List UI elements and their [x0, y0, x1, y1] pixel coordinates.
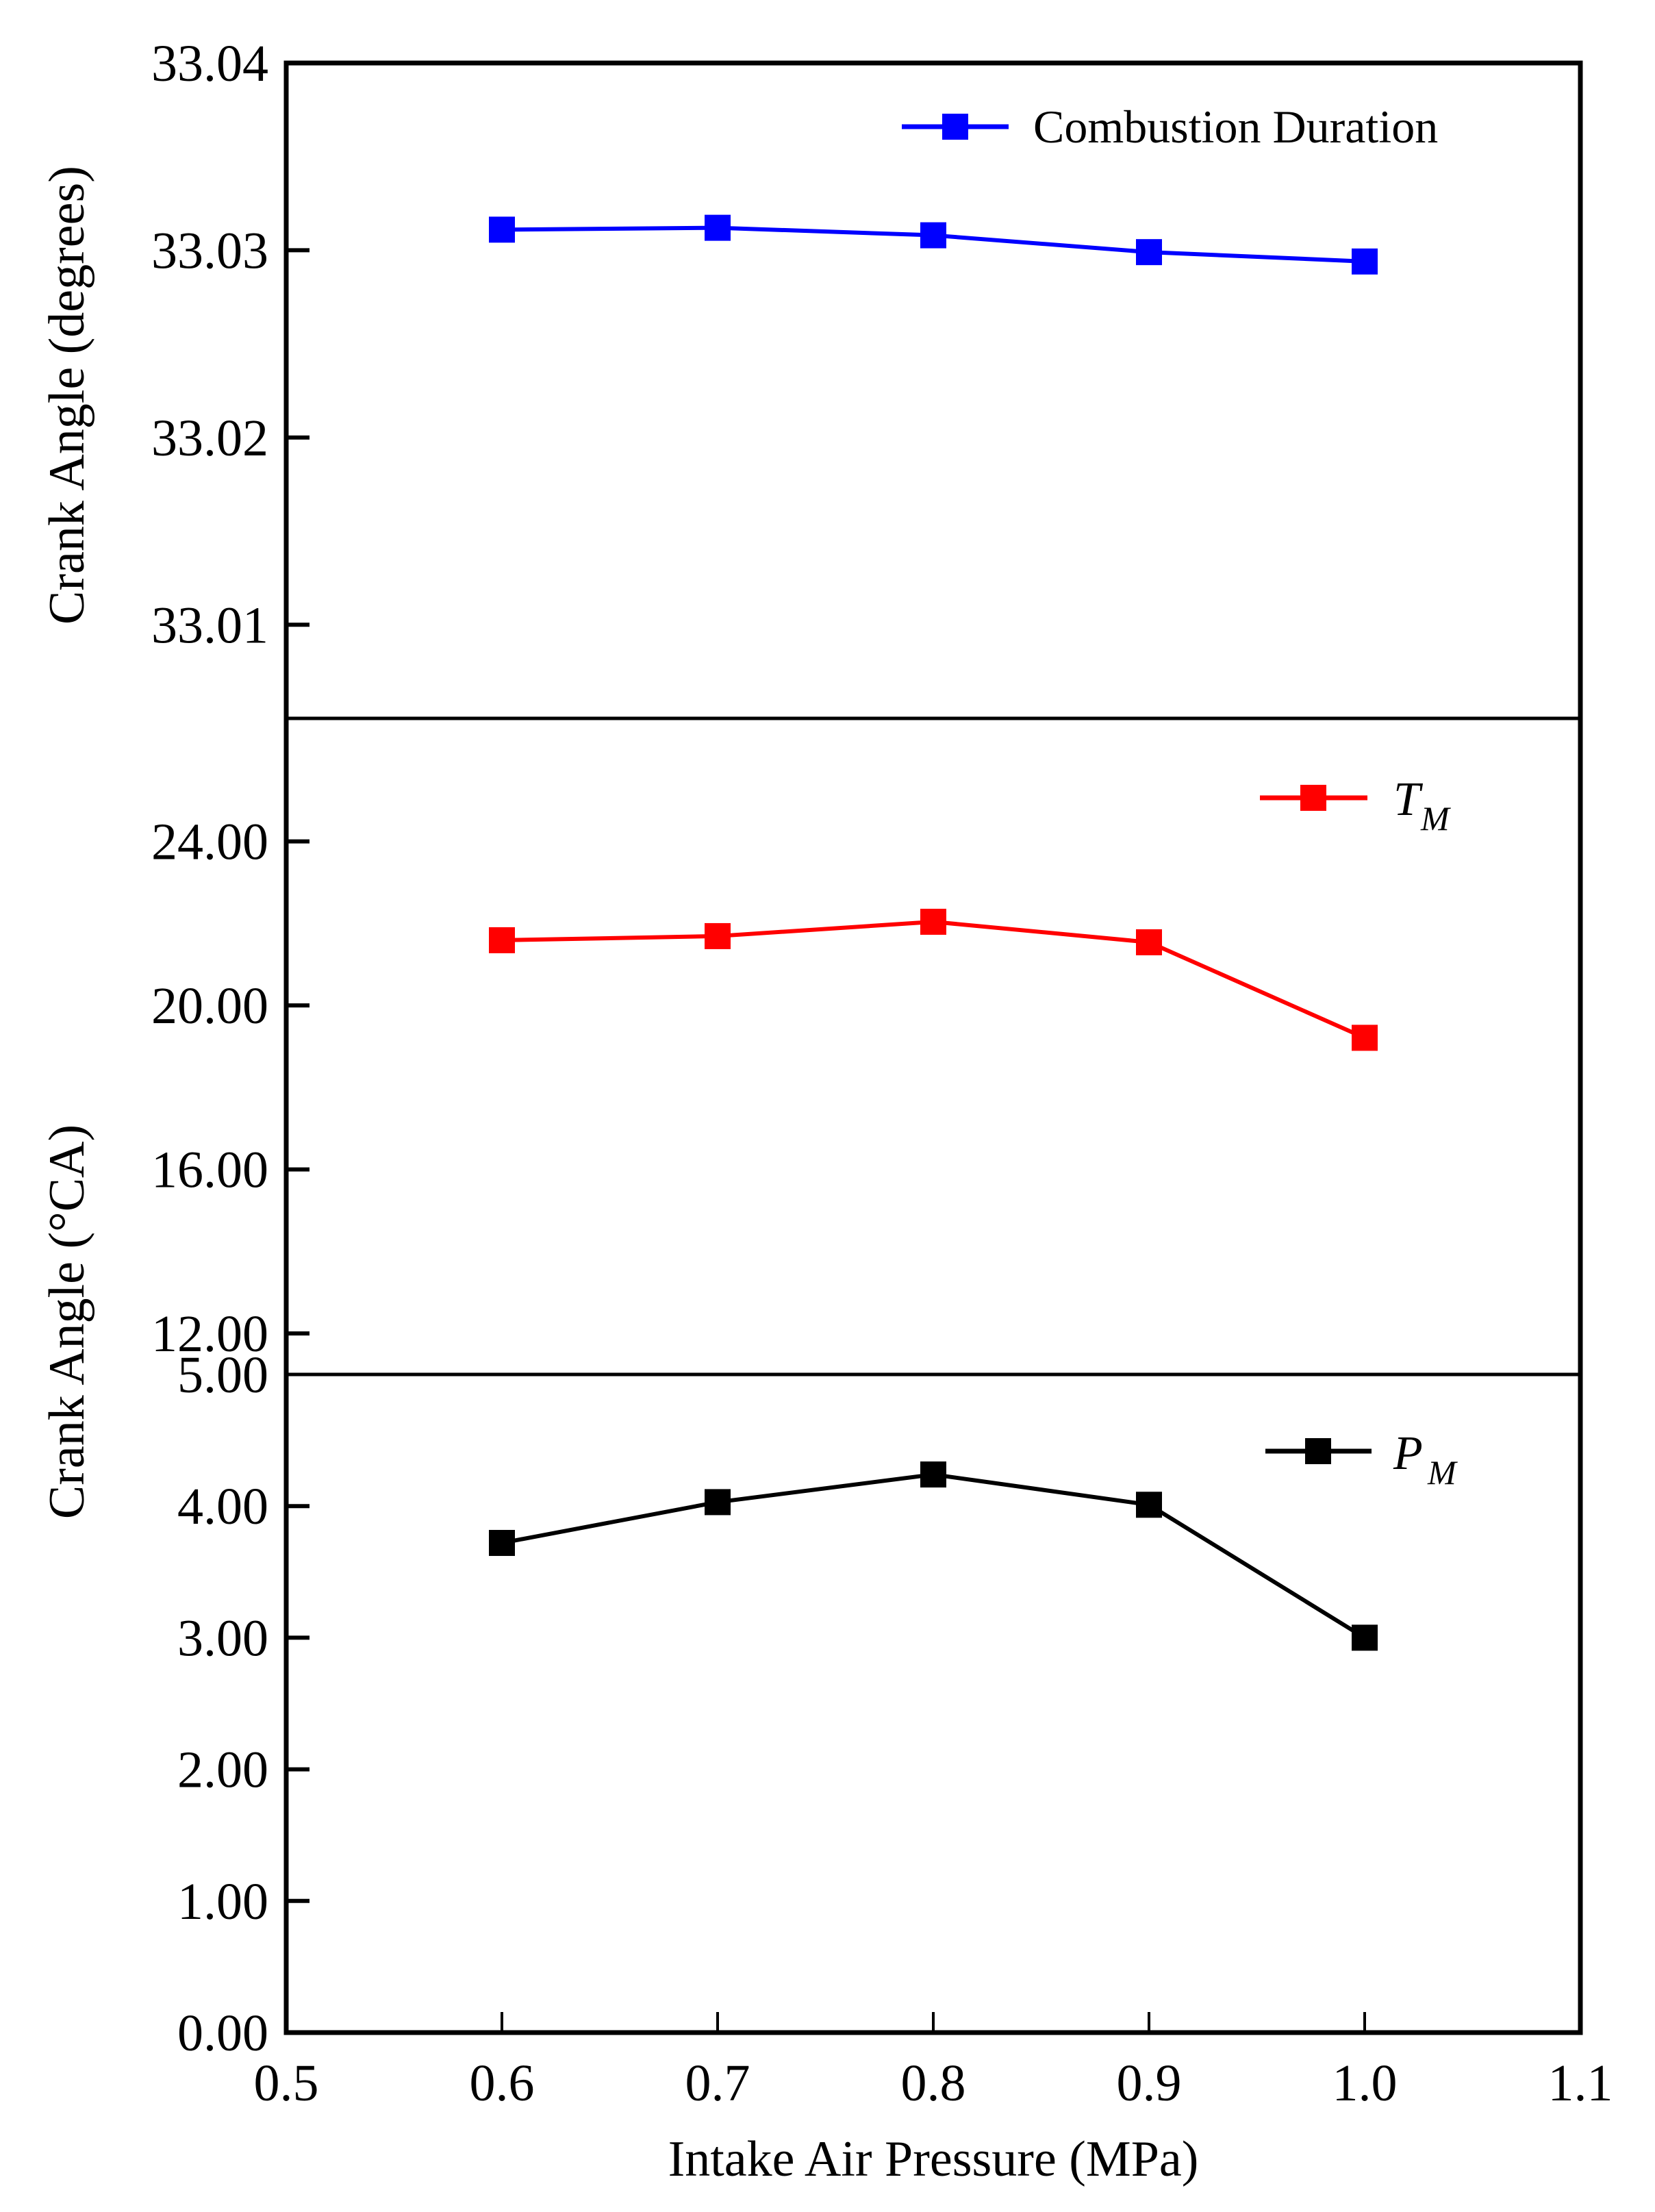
y-tick-label: 33.04 [151, 35, 268, 92]
data-point-marker [1136, 929, 1162, 955]
y-tick-label: 5.00 [177, 1346, 268, 1404]
y-tick-label: 16.00 [151, 1142, 268, 1199]
legend-combustion-duration: Combustion Duration [902, 101, 1438, 153]
x-tick-label: 0.7 [685, 2054, 750, 2112]
data-point-marker [1352, 248, 1378, 275]
square-marker-icon [1305, 1438, 1331, 1464]
plot-frame [283, 60, 1583, 2035]
axis-ticks: 0.5 0.6 0.7 0.8 0.9 1.0 1.1 33.04 33.03 33.02 33.0… [151, 35, 1613, 2112]
y-tick-label: 33.02 [151, 410, 268, 467]
data-point-marker [920, 908, 946, 935]
data-point-marker [489, 216, 515, 243]
data-point-marker [920, 1461, 946, 1488]
x-tick-label: 0.8 [901, 2054, 966, 2112]
x-tick-label: 0.5 [254, 2054, 319, 2112]
y-tick-label: 20.00 [151, 977, 268, 1035]
data-point-marker [1352, 1025, 1378, 1051]
series-line-t-m [501, 919, 1366, 1040]
legend-tm: T M [1260, 773, 1451, 838]
legend-label-combustion-duration: Combustion Duration [1033, 101, 1438, 153]
x-tick-label: 0.6 [470, 2054, 535, 2112]
y-tick-label: 12.00 [151, 1305, 268, 1363]
y-tick-label: 33.03 [151, 222, 268, 279]
data-point-marker [1136, 239, 1162, 266]
y-tick-label: 0.00 [177, 2004, 268, 2062]
square-marker-icon [942, 114, 968, 140]
data-point-marker [920, 222, 946, 249]
plot-border [283, 60, 1583, 2035]
y-axis-title-lower: Crank Angle (°CA) [39, 1124, 95, 1519]
legend-label-pm: P [1393, 1427, 1423, 1480]
y-tick-label: 3.00 [177, 1609, 268, 1667]
y-tick-label: 2.00 [177, 1742, 268, 1799]
data-point-marker [489, 927, 515, 953]
legend-label-tm: T [1393, 773, 1424, 826]
y-tick-label: 24.00 [151, 814, 268, 871]
series-line-p-m [501, 1472, 1366, 1639]
data-point-marker [705, 922, 731, 949]
x-axis-title: Intake Air Pressure (MPa) [668, 2131, 1199, 2187]
series-layer [489, 214, 1378, 1651]
y-axis-title-top: Crank Angle (degrees) [39, 166, 95, 625]
y-tick-label: 1.00 [177, 1873, 268, 1931]
legend-label-tm-subscript: M [1420, 799, 1451, 838]
data-point-marker [489, 1530, 515, 1557]
data-point-marker [705, 214, 731, 241]
x-tick-label: 0.9 [1117, 2054, 1182, 2112]
data-point-marker [1136, 1492, 1162, 1518]
y-tick-label: 33.01 [151, 596, 268, 654]
legend-pm: P M [1265, 1427, 1458, 1492]
data-point-marker [1352, 1624, 1378, 1651]
y-tick-label: 4.00 [177, 1478, 268, 1535]
square-marker-icon [1300, 785, 1326, 811]
x-tick-label: 1.1 [1548, 2054, 1613, 2112]
data-point-marker [705, 1489, 731, 1516]
x-tick-label: 1.0 [1332, 2054, 1398, 2112]
legend-label-pm-subscript: M [1427, 1453, 1458, 1492]
